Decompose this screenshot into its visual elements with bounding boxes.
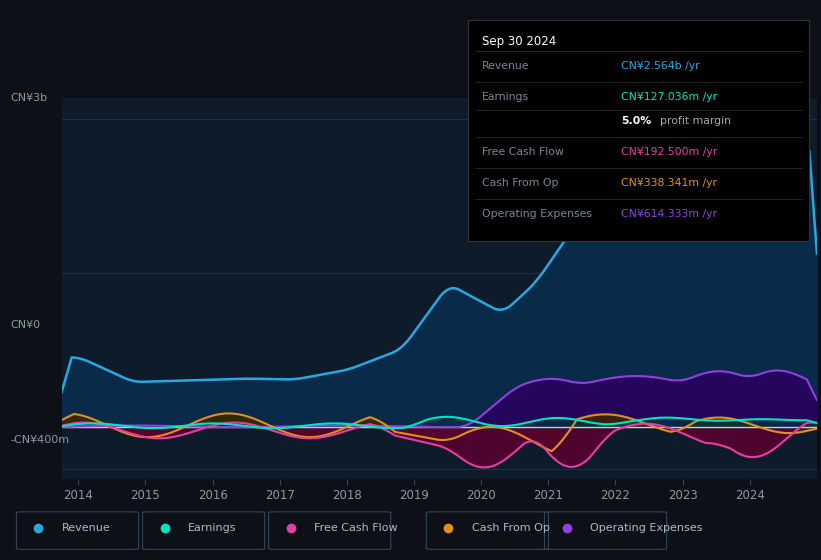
Text: Cash From Op: Cash From Op — [482, 178, 558, 188]
Text: -CN¥400m: -CN¥400m — [11, 435, 70, 445]
Text: CN¥192.500m /yr: CN¥192.500m /yr — [621, 147, 718, 157]
Text: Operating Expenses: Operating Expenses — [590, 523, 703, 533]
Text: CN¥127.036m /yr: CN¥127.036m /yr — [621, 92, 718, 102]
Text: Operating Expenses: Operating Expenses — [482, 209, 592, 220]
Text: profit margin: profit margin — [660, 116, 732, 127]
Text: Sep 30 2024: Sep 30 2024 — [482, 35, 556, 48]
Text: CN¥0: CN¥0 — [11, 320, 41, 330]
Text: Earnings: Earnings — [188, 523, 236, 533]
Text: Free Cash Flow: Free Cash Flow — [482, 147, 563, 157]
Text: Earnings: Earnings — [482, 92, 529, 102]
Text: CN¥614.333m /yr: CN¥614.333m /yr — [621, 209, 718, 220]
Text: Revenue: Revenue — [62, 523, 111, 533]
Text: Free Cash Flow: Free Cash Flow — [314, 523, 398, 533]
Text: CN¥2.564b /yr: CN¥2.564b /yr — [621, 61, 700, 71]
Text: Revenue: Revenue — [482, 61, 529, 71]
Text: 5.0%: 5.0% — [621, 116, 652, 127]
Text: Cash From Op: Cash From Op — [472, 523, 550, 533]
Text: CN¥3b: CN¥3b — [11, 93, 48, 103]
Text: CN¥338.341m /yr: CN¥338.341m /yr — [621, 178, 718, 188]
